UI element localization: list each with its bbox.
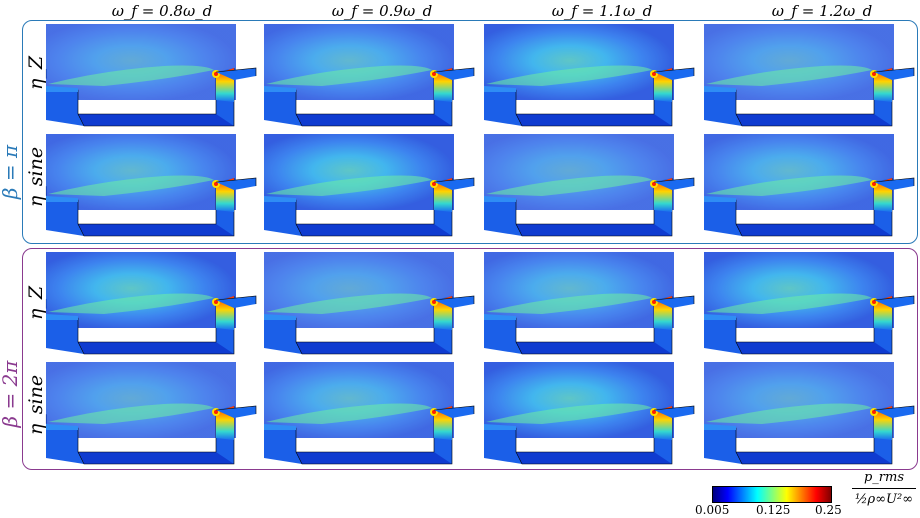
contour-panel-r1-c4 bbox=[702, 22, 917, 132]
colorbar-title-fraction-bar bbox=[852, 488, 916, 489]
column-header-4: ω_f = 1.2ω_d bbox=[771, 2, 873, 20]
contour-panel-r4-c4 bbox=[702, 360, 917, 470]
column-header-1: ω_f = 0.8ω_d bbox=[111, 2, 213, 20]
colorbar-title-numerator: p_rms bbox=[863, 470, 905, 485]
contour-panel-r3-c3 bbox=[482, 250, 697, 360]
contour-panel-r3-c2 bbox=[262, 250, 477, 360]
contour-panel-r1-c2 bbox=[262, 22, 477, 132]
contour-panel-r4-c3 bbox=[482, 360, 697, 470]
group-label-beta-pi: β = π bbox=[0, 144, 22, 200]
colorbar-tick-min: 0.005 bbox=[695, 503, 730, 517]
contour-panel-r2-c2 bbox=[262, 132, 477, 242]
column-header-3: ω_f = 1.1ω_d bbox=[551, 2, 653, 20]
contour-panel-r4-c1 bbox=[44, 360, 259, 470]
contour-panel-r3-c1 bbox=[44, 250, 259, 360]
contour-panel-r2-c1 bbox=[44, 132, 259, 242]
contour-panel-r2-c3 bbox=[482, 132, 697, 242]
colorbar-title-denominator: ½ρ∞U²∞ bbox=[854, 492, 914, 507]
colorbar bbox=[712, 486, 832, 503]
colorbar-tick-max: 0.25 bbox=[815, 503, 842, 517]
group-box-beta-pi bbox=[22, 20, 918, 244]
column-header-2: ω_f = 0.9ω_d bbox=[331, 2, 433, 20]
contour-panel-r1-c3 bbox=[482, 22, 697, 132]
contour-panel-r1-c1 bbox=[44, 22, 259, 132]
group-box-beta-2pi bbox=[22, 248, 918, 470]
contour-panel-r4-c2 bbox=[262, 360, 477, 470]
group-label-beta-2pi: β = 2π bbox=[0, 360, 22, 428]
contour-panel-r3-c4 bbox=[702, 250, 917, 360]
contour-panel-r2-c4 bbox=[702, 132, 917, 242]
colorbar-tick-mid: 0.125 bbox=[756, 503, 791, 517]
